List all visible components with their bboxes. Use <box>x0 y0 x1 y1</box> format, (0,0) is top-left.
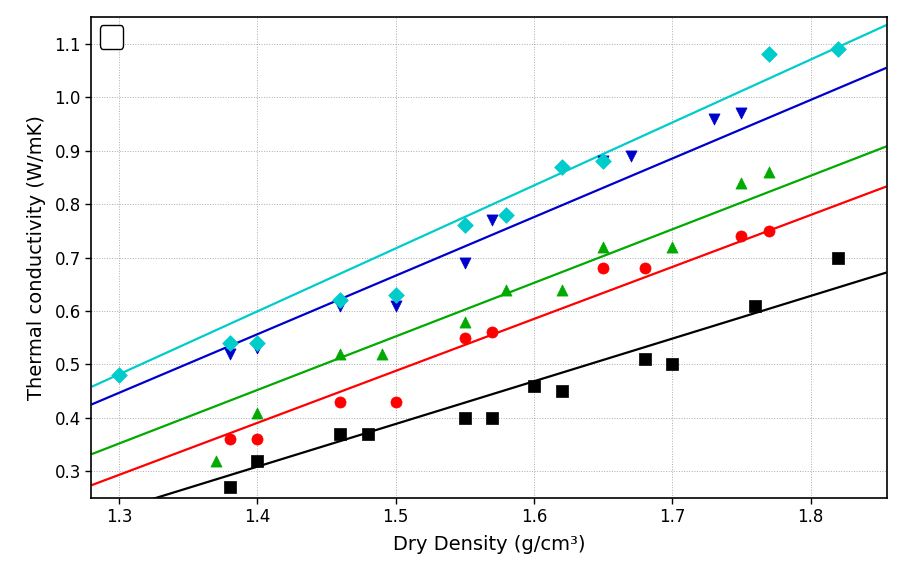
Point <box>222 338 237 348</box>
Point <box>222 435 237 444</box>
Y-axis label: Thermal conductivity (W/mK): Thermal conductivity (W/mK) <box>27 115 46 400</box>
Point <box>761 226 776 235</box>
Point <box>458 333 473 342</box>
Point <box>112 371 126 380</box>
Point <box>250 435 265 444</box>
Point <box>388 290 403 299</box>
Point <box>596 264 611 273</box>
Point <box>250 456 265 465</box>
Point <box>761 168 776 177</box>
Point <box>596 242 611 251</box>
Point <box>458 221 473 230</box>
Point <box>707 114 721 123</box>
Point <box>734 231 749 241</box>
Point <box>333 301 347 310</box>
Point <box>734 178 749 187</box>
Point <box>485 413 500 422</box>
Point <box>596 157 611 166</box>
Point <box>388 301 403 310</box>
Point <box>333 430 347 439</box>
Point <box>375 349 389 358</box>
Point <box>499 210 514 219</box>
Point <box>596 157 611 166</box>
Point <box>485 328 500 337</box>
Legend:  <box>100 25 123 49</box>
Point <box>250 338 265 348</box>
Point <box>333 349 347 358</box>
Point <box>361 430 376 439</box>
Point <box>388 397 403 406</box>
Point <box>458 413 473 422</box>
Point <box>499 285 514 294</box>
Point <box>734 109 749 118</box>
Point <box>554 387 569 396</box>
Point <box>222 349 237 358</box>
Point <box>333 397 347 406</box>
Point <box>250 408 265 417</box>
Point <box>458 317 473 326</box>
Point <box>637 264 652 273</box>
Point <box>485 216 500 225</box>
Point <box>637 354 652 363</box>
Point <box>664 242 679 251</box>
Point <box>222 483 237 492</box>
Point <box>458 258 473 267</box>
Point <box>208 456 223 465</box>
Point <box>526 381 541 391</box>
X-axis label: Dry Density (g/cm³): Dry Density (g/cm³) <box>393 535 585 554</box>
Point <box>748 301 762 310</box>
Point <box>623 152 638 161</box>
Point <box>333 296 347 305</box>
Point <box>831 45 845 54</box>
Point <box>250 344 265 353</box>
Point <box>761 50 776 59</box>
Point <box>554 285 569 294</box>
Point <box>831 253 845 262</box>
Point <box>554 162 569 171</box>
Point <box>664 360 679 369</box>
